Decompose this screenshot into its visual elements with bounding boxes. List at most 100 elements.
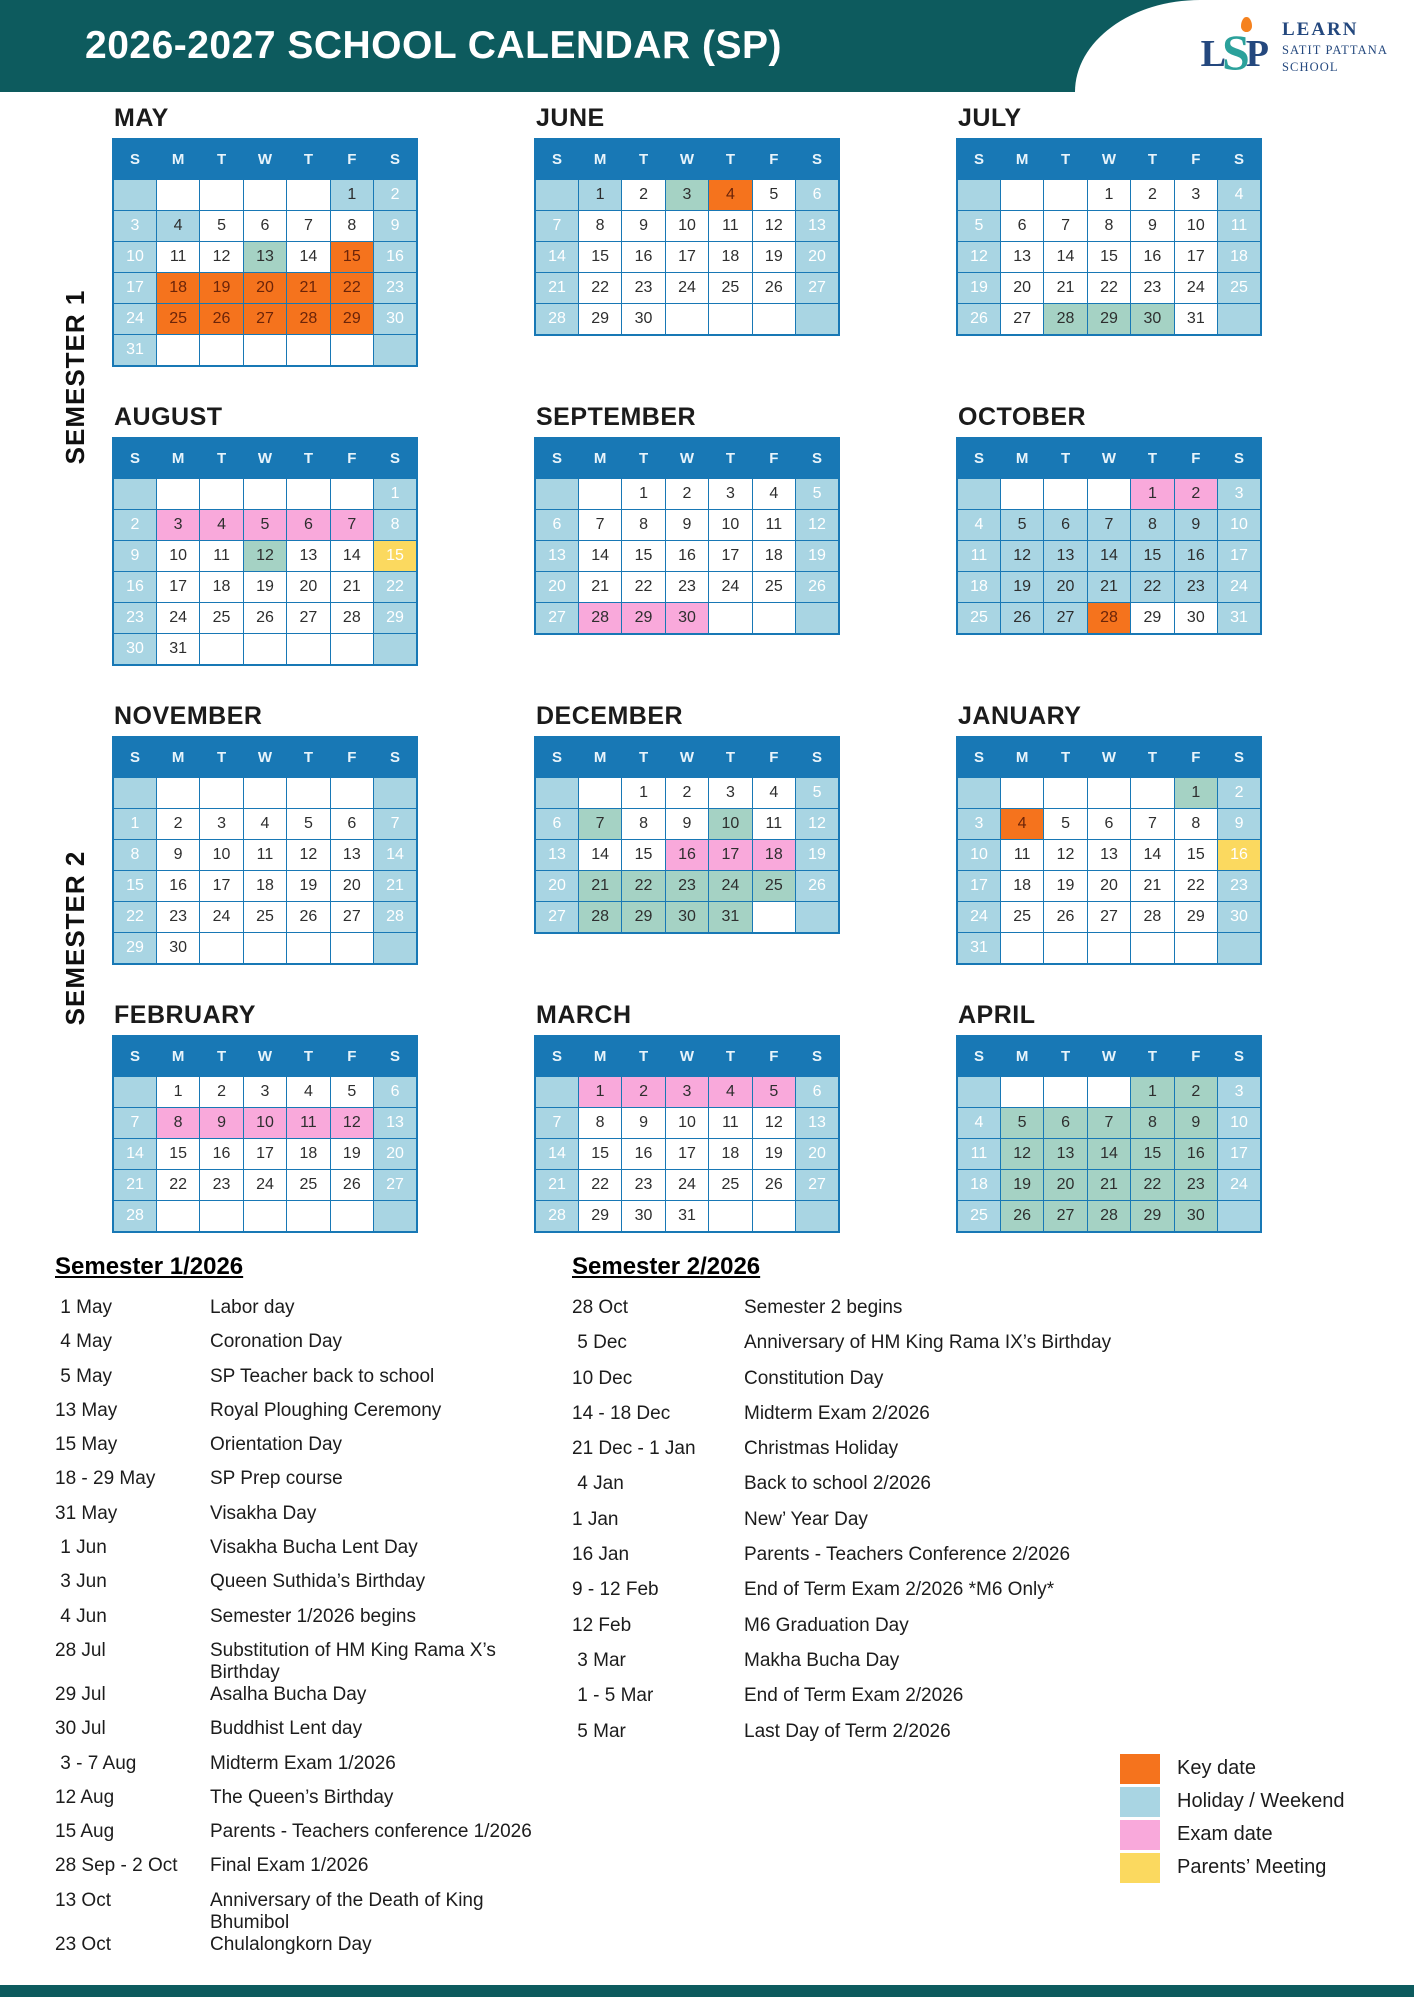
day-cell xyxy=(199,1200,244,1233)
day-header-cell: T xyxy=(1130,736,1175,778)
day-cell: 11 xyxy=(708,210,753,242)
day-cell: 28 xyxy=(577,602,623,635)
day-cell xyxy=(199,633,244,666)
day-cell: 21 xyxy=(534,1169,579,1201)
semester-1-label: SEMESTER 1 xyxy=(60,289,90,465)
event-row: 13 Oct Anniversary of the Death of King B… xyxy=(55,1890,560,1934)
day-cell: 21 xyxy=(329,571,375,603)
day-cell: 17 xyxy=(1173,241,1219,273)
day-cell: 23 xyxy=(664,571,710,603)
event-label: Asalha Bucha Day xyxy=(210,1683,367,1705)
day-cell: 11 xyxy=(286,1107,331,1139)
day-cell: 16 xyxy=(621,241,666,273)
day-cell: 15 xyxy=(1130,540,1175,572)
day-cell: 6 xyxy=(329,808,375,840)
legend-label: Key date xyxy=(1177,1757,1256,1779)
week-row: 21 22 23 24 25 26 27 xyxy=(112,1169,418,1201)
logo-panel xyxy=(1075,0,1414,92)
event-date: 14 - 18 Dec xyxy=(572,1402,671,1424)
day-header-cell: T xyxy=(1043,1035,1088,1077)
day-cell: 26 xyxy=(286,901,331,933)
events-semester-2-title: Semester 2/2026 xyxy=(572,1253,761,1280)
day-cell: 22 xyxy=(329,272,375,304)
week-row: 8 9 10 11 12 13 14 xyxy=(112,839,418,871)
events-semester-2: Semester 2/2026 28 Oct Semester 2 begins … xyxy=(572,1253,1132,1756)
day-cell: 26 xyxy=(795,571,840,603)
day-cell: 8 xyxy=(621,509,666,541)
day-cell: 7 xyxy=(329,509,375,541)
week-row: 21 22 23 24 25 26 27 xyxy=(534,272,840,304)
day-cell: 31 xyxy=(1217,602,1262,635)
day-cell: 3 xyxy=(1217,478,1262,510)
event-row: 3 Jun Queen Suthida’s Birthday xyxy=(55,1571,560,1605)
logo-line-learn: LEARN xyxy=(1281,19,1359,40)
day-cell: 23 xyxy=(373,272,418,304)
day-cell: 25 xyxy=(199,602,244,634)
day-header-cell: F xyxy=(1173,138,1219,180)
day-cell: 12 xyxy=(329,1107,375,1139)
day-cell: 6 xyxy=(373,1076,418,1108)
month-november: NOVEMBER S M T W T F S 1 2 3 4 5 6 7 8 9 10 11 12 13 14 15 16 17… xyxy=(112,702,418,965)
event-row: 18 - 29 May SP Prep course xyxy=(55,1468,560,1502)
week-row xyxy=(112,777,418,809)
day-header-cell: M xyxy=(577,437,623,479)
day-cell: 11 xyxy=(956,1138,1001,1170)
day-cell: 2 xyxy=(112,509,157,541)
day-cell: 1 xyxy=(577,179,623,211)
day-cell xyxy=(112,179,157,211)
day-cell: 30 xyxy=(621,303,666,336)
month-february: FEBRUARY S M T W T F S 1 2 3 4 5 6 7 8 9 10 11 12 13 14 15 16 17… xyxy=(112,1001,418,1233)
day-cell: 19 xyxy=(329,1138,375,1170)
day-cell: 26 xyxy=(1043,901,1088,933)
event-date: 4 Jun xyxy=(55,1605,107,1627)
events-semester-2-list: 28 Oct Semester 2 begins 5 Dec Anniversary… xyxy=(572,1297,1132,1756)
legend: Key date Holiday / Weekend Exam date Parent… xyxy=(1120,1752,1345,1884)
day-cell: 25 xyxy=(751,870,797,902)
day-header-cell: T xyxy=(621,1035,666,1077)
day-cell: 3 xyxy=(242,1076,288,1108)
legend-row: Parents’ Meeting xyxy=(1120,1851,1345,1884)
month-table: S M T W T F S 1 2 3 4 5 6 7 8 9 10 11 12 13 14 15 16 17 18 19 20 21… xyxy=(956,138,1262,336)
day-cell: 15 xyxy=(1130,1138,1175,1170)
day-header-cell: W xyxy=(242,736,288,778)
legend-row: Holiday / Weekend xyxy=(1120,1785,1345,1818)
day-header-cell: T xyxy=(621,736,666,778)
day-cell: 16 xyxy=(664,540,710,572)
day-cell: 9 xyxy=(1173,1107,1219,1139)
month-title: DECEMBER xyxy=(536,702,684,730)
day-cell: 6 xyxy=(999,210,1045,242)
day-cell: 6 xyxy=(286,509,331,541)
day-cell: 6 xyxy=(1043,1107,1088,1139)
day-cell: 19 xyxy=(999,1169,1045,1201)
events-semester-1-list: 1 May Labor day 4 May Coronation Day 5 May… xyxy=(55,1297,560,1968)
day-cell: 5 xyxy=(242,509,288,541)
day-cell: 8 xyxy=(577,1107,623,1139)
day-cell: 29 xyxy=(329,303,375,335)
day-header-cell: T xyxy=(199,1035,244,1077)
event-date: 4 Jan xyxy=(572,1473,624,1495)
day-cell xyxy=(1043,179,1088,211)
day-header-cell: S xyxy=(534,736,579,778)
day-cell: 17 xyxy=(155,571,201,603)
day-cell: 18 xyxy=(242,870,288,902)
week-row: 14 15 16 17 18 19 20 xyxy=(534,241,840,273)
day-cell: 13 xyxy=(1043,540,1088,572)
flame-icon xyxy=(1240,16,1252,32)
day-header-cell: T xyxy=(1043,736,1088,778)
legend-swatch xyxy=(1120,1819,1160,1850)
day-cell: 29 xyxy=(577,1200,623,1233)
day-cell: 31 xyxy=(155,633,201,666)
day-cell: 7 xyxy=(577,509,623,541)
day-cell: 4 xyxy=(242,808,288,840)
event-row: 1 May Labor day xyxy=(55,1297,560,1331)
month-january: JANUARY S M T W T F S 1 2 3 4 5 6 7 8 9 10 11 12 13 14 15 16 17 1… xyxy=(956,702,1262,965)
day-cell xyxy=(1130,932,1175,965)
day-cell: 3 xyxy=(708,478,753,510)
